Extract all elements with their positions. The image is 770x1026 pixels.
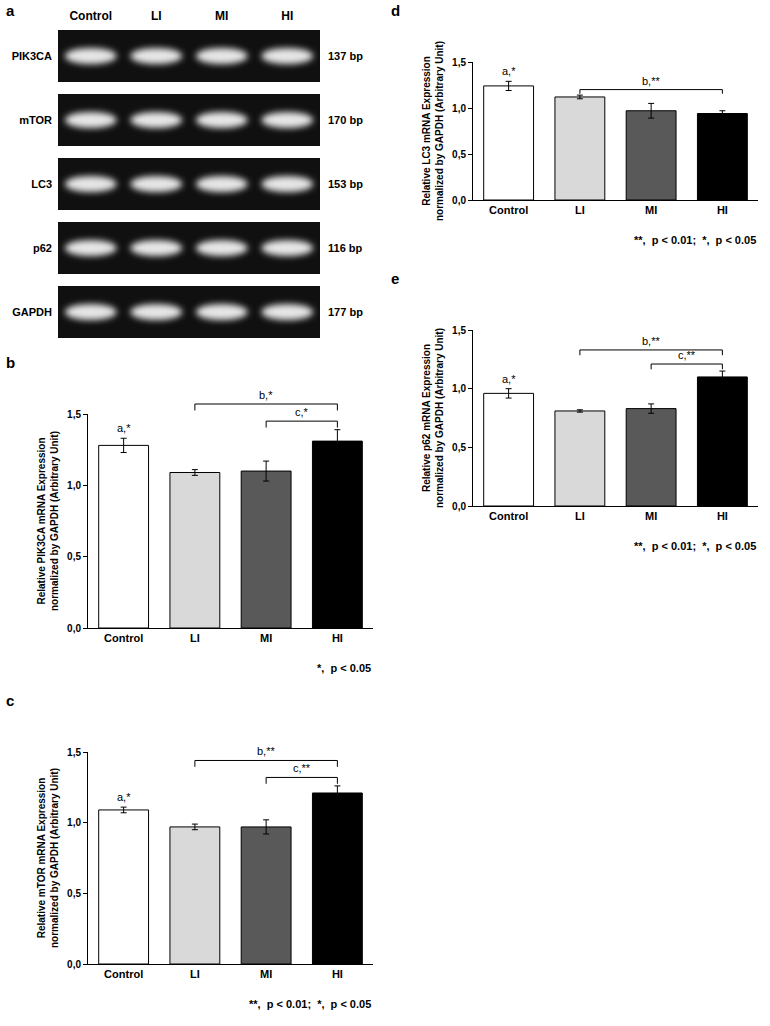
svg-text:Relative p62 mRNA Expressionno: Relative p62 mRNA Expressionnormalized b… xyxy=(421,328,445,508)
svg-text:0,0: 0,0 xyxy=(452,501,466,512)
html-text:d: d xyxy=(391,2,401,19)
svg-text:Control: Control xyxy=(104,632,143,644)
svg-text:LC3: LC3 xyxy=(31,178,52,190)
svg-text:153 bp: 153 bp xyxy=(328,178,363,190)
svg-text:LI: LI xyxy=(575,510,585,522)
svg-text:b,**: b,** xyxy=(257,745,275,757)
svg-text:b,**: b,** xyxy=(642,75,660,87)
svg-text:**, p < 0.01; *, p < 0.05: **, p < 0.01; *, p < 0.05 xyxy=(634,234,756,246)
svg-text:**, p < 0.01; *, p < 0.05: **, p < 0.01; *, p < 0.05 xyxy=(249,998,371,1010)
svg-text:HI: HI xyxy=(281,9,293,23)
svg-text:a,*: a,* xyxy=(502,65,516,77)
svg-text:b,*: b,* xyxy=(259,389,273,401)
svg-text:137 bp: 137 bp xyxy=(328,50,363,62)
html-text:b: b xyxy=(6,354,16,371)
svg-text:MI: MI xyxy=(260,968,272,980)
svg-text:Control: Control xyxy=(489,204,528,216)
svg-text:GAPDH: GAPDH xyxy=(12,306,52,318)
svg-text:LI: LI xyxy=(190,632,200,644)
svg-text:a,*: a,* xyxy=(117,422,131,434)
svg-text:MI: MI xyxy=(645,204,657,216)
svg-text:1,5: 1,5 xyxy=(67,409,81,420)
svg-text:116 bp: 116 bp xyxy=(328,242,363,254)
svg-text:b,**: b,** xyxy=(642,335,660,347)
svg-text:Relative mTOR mRNA Expressionn: Relative mTOR mRNA Expressionnormalized … xyxy=(36,768,60,948)
svg-text:177 bp: 177 bp xyxy=(328,306,363,318)
svg-text:**, p < 0.01; *, p < 0.05: **, p < 0.01; *, p < 0.05 xyxy=(634,540,756,552)
svg-text:c,*: c,* xyxy=(295,406,309,418)
svg-text:1,0: 1,0 xyxy=(67,480,81,491)
svg-text:a,*: a,* xyxy=(117,791,131,803)
svg-text:0,0: 0,0 xyxy=(67,623,81,634)
svg-text:MI: MI xyxy=(260,632,272,644)
svg-text:HI: HI xyxy=(332,968,343,980)
svg-text:a: a xyxy=(6,2,15,19)
svg-text:Control: Control xyxy=(104,968,143,980)
svg-text:Control: Control xyxy=(69,9,112,23)
svg-text:0,0: 0,0 xyxy=(67,959,81,970)
svg-text:0,5: 0,5 xyxy=(67,888,81,899)
svg-text:0,5: 0,5 xyxy=(452,442,466,453)
svg-text:1,0: 1,0 xyxy=(452,383,466,394)
svg-text:LI: LI xyxy=(190,968,200,980)
svg-text:0,5: 0,5 xyxy=(452,149,466,160)
svg-text:a,*: a,* xyxy=(502,373,516,385)
svg-text:MI: MI xyxy=(645,510,657,522)
svg-text:p62: p62 xyxy=(33,242,52,254)
svg-text:c,**: c,** xyxy=(678,349,696,361)
svg-text:0,5: 0,5 xyxy=(67,551,81,562)
svg-text:MI: MI xyxy=(215,9,228,23)
svg-text:HI: HI xyxy=(332,632,343,644)
svg-text:1,0: 1,0 xyxy=(452,103,466,114)
svg-text:170 bp: 170 bp xyxy=(328,114,363,126)
html-text:e: e xyxy=(391,270,400,287)
svg-text:HI: HI xyxy=(717,510,728,522)
html-text:c: c xyxy=(6,692,15,709)
svg-text:PIK3CA: PIK3CA xyxy=(12,50,52,62)
svg-text:LI: LI xyxy=(575,204,585,216)
svg-text:*, p < 0.05: *, p < 0.05 xyxy=(317,662,371,674)
svg-text:Relative LC3 mRNA Expressionno: Relative LC3 mRNA Expressionnormalized b… xyxy=(421,41,445,221)
svg-text:0,0: 0,0 xyxy=(452,195,466,206)
svg-text:HI: HI xyxy=(717,204,728,216)
svg-text:1,5: 1,5 xyxy=(452,57,466,68)
svg-text:1,5: 1,5 xyxy=(67,747,81,758)
svg-text:Control: Control xyxy=(489,510,528,522)
svg-text:LI: LI xyxy=(151,9,162,23)
svg-text:1,0: 1,0 xyxy=(67,817,81,828)
svg-text:1,5: 1,5 xyxy=(452,325,466,336)
svg-text:c,**: c,** xyxy=(293,762,311,774)
svg-text:mTOR: mTOR xyxy=(19,114,52,126)
svg-text:Relative PIK3CA mRNA Expressio: Relative PIK3CA mRNA Expressionnormalize… xyxy=(36,431,60,611)
